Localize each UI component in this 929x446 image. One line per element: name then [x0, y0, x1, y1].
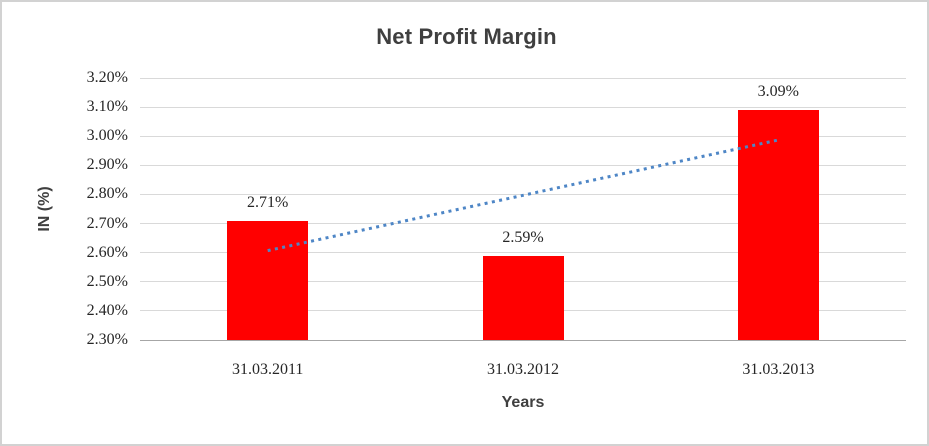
x-axis-title: Years: [501, 394, 545, 411]
y-gridline: [140, 252, 906, 254]
x-tick-label: 31.03.2012: [487, 361, 559, 378]
y-tick-label: 2.30%: [86, 331, 128, 348]
y-tick-label: 2.50%: [86, 272, 128, 290]
bar-value-label: 3.09%: [757, 83, 799, 101]
y-tick-label: 2.70%: [86, 214, 128, 232]
y-tick-label: 2.90%: [86, 156, 128, 174]
y-gridline: [140, 106, 906, 108]
x-tick-label: 31.03.2013: [742, 361, 815, 378]
chart-title: Net Profit Margin: [376, 24, 557, 49]
y-tick-label: 3.00%: [86, 127, 128, 145]
bar: [227, 220, 309, 340]
bar-value-label: 2.59%: [502, 228, 544, 246]
bar-value-label: 2.71%: [246, 193, 289, 211]
y-tick-label: 2.80%: [86, 185, 128, 203]
bar: [737, 110, 819, 340]
y-gridline: [140, 135, 906, 137]
y-tick-label: 3.20%: [86, 69, 128, 86]
x-tick-label: 31.03.2011: [231, 361, 304, 378]
y-tick-label: 2.40%: [86, 301, 128, 319]
y-axis-title: IN (%): [36, 186, 53, 232]
y-tick-label: 3.10%: [86, 98, 128, 116]
bar: [482, 255, 564, 340]
x-axis-line: [140, 339, 906, 341]
y-gridline: [140, 77, 906, 79]
y-tick-label: 2.60%: [86, 243, 128, 261]
